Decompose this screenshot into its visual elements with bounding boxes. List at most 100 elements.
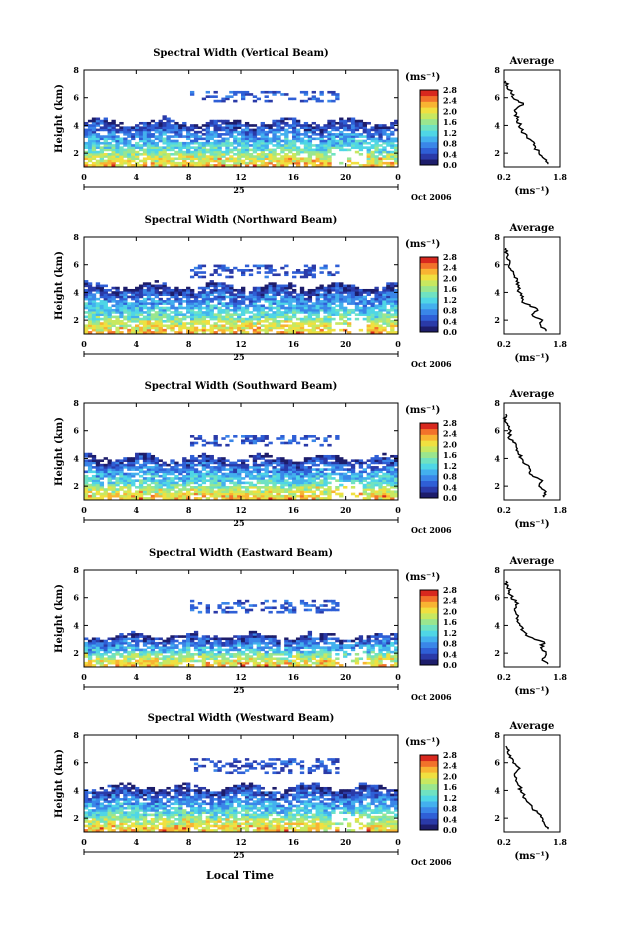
heatmap-cell xyxy=(107,494,112,498)
heatmap-cell xyxy=(142,126,148,130)
heatmap-cell xyxy=(131,317,136,321)
heatmap-cell xyxy=(244,304,250,308)
heatmap-cell xyxy=(394,153,399,156)
heatmap-cell xyxy=(107,159,112,163)
heatmap-cell xyxy=(225,472,230,476)
heatmap-cell xyxy=(91,141,97,145)
heatmap-cell xyxy=(276,300,281,303)
heatmap-cell xyxy=(299,90,305,94)
heatmap-cell xyxy=(260,490,265,494)
heatmap-cell xyxy=(346,477,352,480)
heatmap-cell xyxy=(346,470,352,474)
heatmap-cell xyxy=(311,326,316,330)
heatmap-cell xyxy=(162,641,167,645)
heatmap-cell xyxy=(288,461,293,465)
heatmap-cell xyxy=(201,302,207,305)
heatmap-cell xyxy=(370,291,375,294)
heatmap-cell xyxy=(292,313,297,316)
heatmap-cell xyxy=(366,486,371,489)
heatmap-cell xyxy=(84,661,89,665)
heatmap-cell xyxy=(370,472,375,476)
heatmap-cell xyxy=(233,497,238,500)
heatmap-cell xyxy=(295,161,301,165)
heatmap-cell xyxy=(248,128,254,132)
heatmap-cell xyxy=(111,648,116,652)
heatmap-cell xyxy=(311,477,316,480)
heatmap-cell xyxy=(221,269,226,272)
heatmap-cell xyxy=(307,146,313,149)
heatmap-cell xyxy=(115,653,120,656)
heatmap-cell xyxy=(221,153,226,156)
heatmap-cell xyxy=(315,486,320,489)
heatmap-cell xyxy=(241,271,246,274)
heatmap-cell xyxy=(260,148,265,152)
heatmap-cell xyxy=(142,470,148,474)
heatmap-cell xyxy=(209,324,214,328)
heatmap-cell xyxy=(166,492,171,496)
heatmap-cell xyxy=(178,148,183,152)
heatmap-cell xyxy=(186,488,191,491)
heatmap-cell xyxy=(299,271,305,274)
heatmap-cell xyxy=(237,653,242,656)
heatmap-cell xyxy=(213,124,218,127)
heatmap-cell xyxy=(390,459,395,463)
heatmap-cell xyxy=(225,653,230,656)
heatmap-cell xyxy=(233,293,238,297)
heatmap-cell xyxy=(209,479,214,482)
heatmap-cell xyxy=(272,477,277,480)
heatmap-cell xyxy=(260,320,265,323)
heatmap-cell xyxy=(221,266,226,270)
heatmap-cell xyxy=(346,288,352,292)
heatmap-cell xyxy=(284,291,289,294)
heatmap-cell xyxy=(193,273,199,277)
heatmap-cell xyxy=(135,457,140,460)
heatmap-cell xyxy=(248,326,254,330)
heatmap-cell xyxy=(335,461,340,465)
heatmap-cell xyxy=(135,291,140,294)
heatmap-cell xyxy=(189,461,195,465)
heatmap-cell xyxy=(201,490,207,494)
heatmap-cell xyxy=(295,472,301,476)
heatmap-cell xyxy=(111,297,116,301)
heatmap-cell xyxy=(154,121,159,125)
heatmap-cell xyxy=(276,481,281,485)
heatmap-cell xyxy=(146,308,152,312)
heatmap-cell xyxy=(87,315,93,319)
heatmap-cell xyxy=(256,139,262,143)
heatmap-cell xyxy=(350,295,356,299)
heatmap-cell xyxy=(95,153,101,156)
heatmap-cell xyxy=(174,477,179,480)
heatmap-cell xyxy=(233,137,238,141)
heatmap-cell xyxy=(166,490,171,494)
heatmap-cell xyxy=(186,481,191,485)
heatmap-cell xyxy=(87,644,93,647)
heatmap-cell xyxy=(346,293,352,297)
heatmap-cell xyxy=(339,328,344,332)
heatmap-cell xyxy=(366,477,371,480)
heatmap-cell xyxy=(331,282,336,285)
heatmap-cell xyxy=(84,470,89,474)
heatmap-cell xyxy=(237,288,242,292)
heatmap-cell xyxy=(162,331,167,334)
heatmap-cell xyxy=(343,306,348,310)
heatmap-cell xyxy=(166,302,171,305)
heatmap-cell xyxy=(115,148,120,152)
heatmap-cell xyxy=(378,331,383,334)
heatmap-cell xyxy=(146,472,152,476)
heatmap-cell xyxy=(311,128,316,132)
heatmap-cell xyxy=(366,146,371,149)
heatmap-cell xyxy=(87,135,93,138)
colorbar-swatch xyxy=(420,434,438,441)
heatmap-cell xyxy=(170,459,175,463)
day-label: 25 xyxy=(233,352,244,362)
heatmap-cell xyxy=(142,661,148,665)
heatmap-cell xyxy=(248,304,254,308)
heatmap-cell xyxy=(135,286,140,290)
heatmap-cell xyxy=(131,661,136,665)
heatmap-cell xyxy=(288,144,293,147)
heatmap-cell xyxy=(193,486,199,489)
heatmap-cell xyxy=(358,463,364,467)
heatmap-cell xyxy=(186,315,191,319)
heatmap-cell xyxy=(99,300,105,303)
heatmap-cell xyxy=(378,459,383,463)
